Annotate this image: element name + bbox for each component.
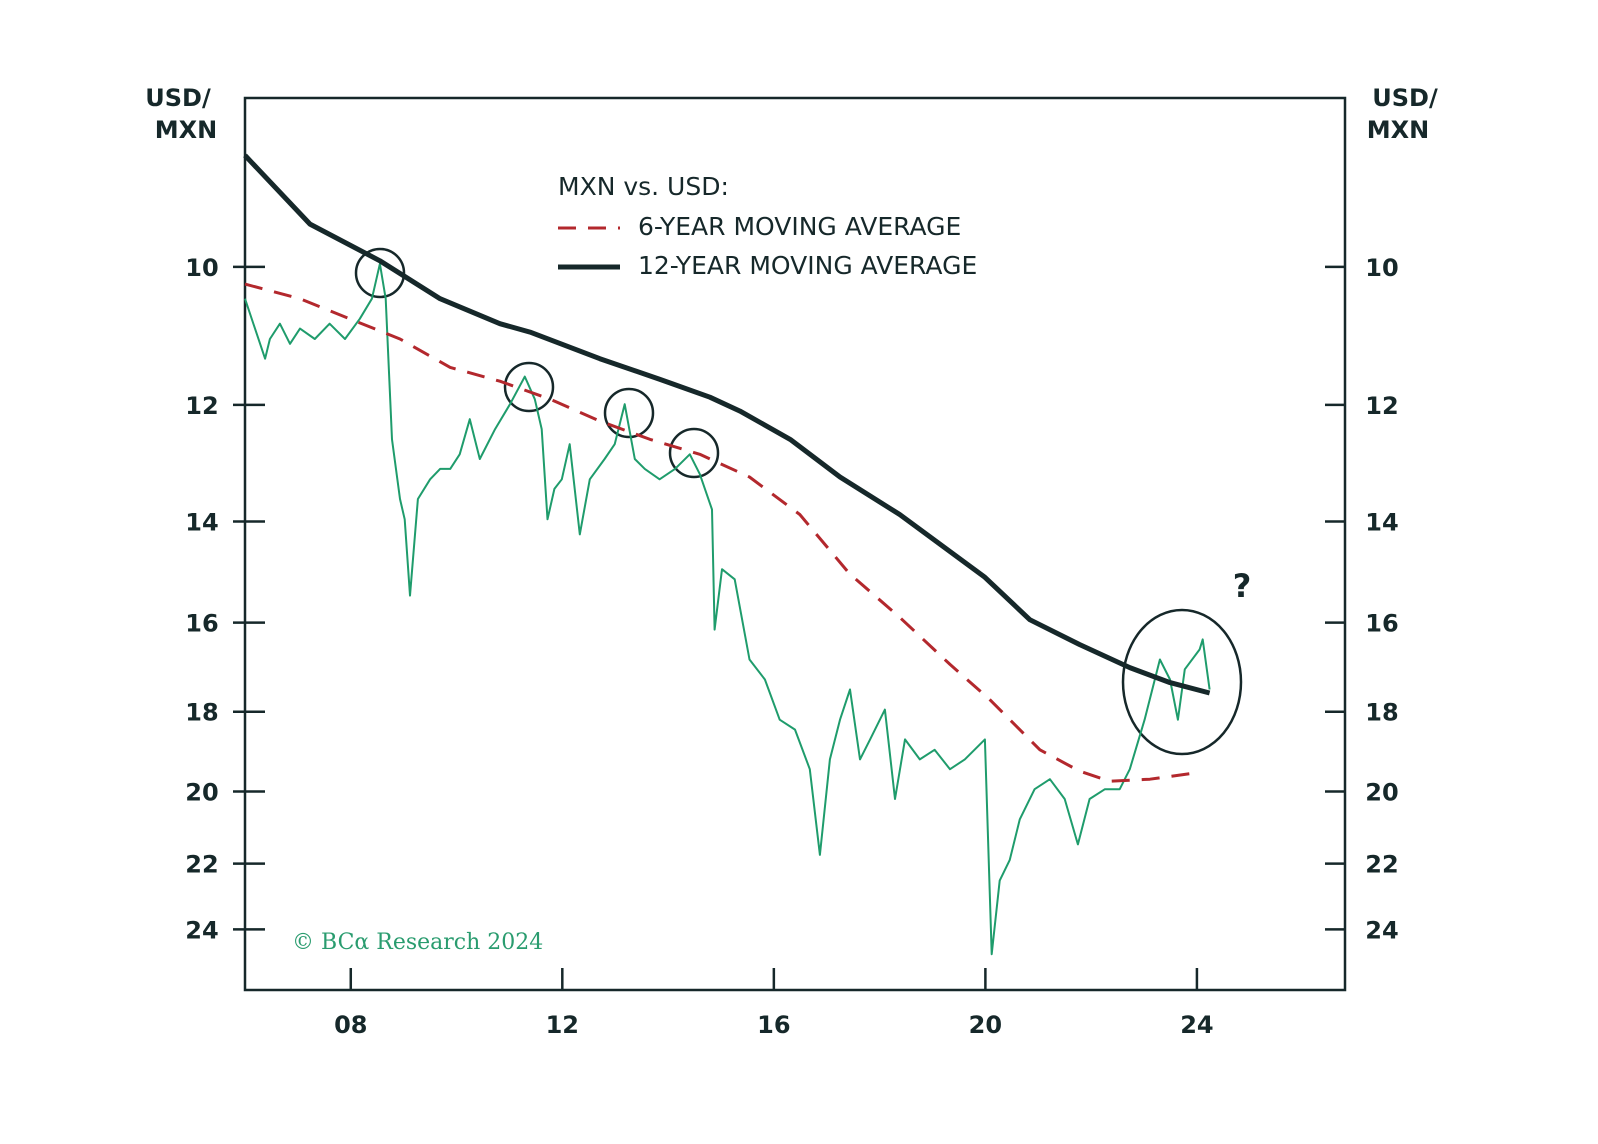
- x-tick-label: 16: [757, 1011, 790, 1039]
- series-line: [244, 282, 1200, 783]
- y2-tick-label: 14: [1365, 509, 1398, 537]
- plot-frame: [243, 96, 1347, 992]
- circle: [1121, 608, 1243, 756]
- y-tick-label: 14: [185, 509, 218, 537]
- y2-tick-label: 16: [1365, 610, 1398, 638]
- circle: [668, 427, 720, 479]
- series-line: [244, 262, 1211, 956]
- y-label: MXN: [155, 116, 217, 144]
- y2-label: USD/: [1372, 84, 1438, 112]
- circle: [603, 387, 655, 439]
- legend-label: 6-YEAR MOVING AVERAGE: [638, 212, 961, 241]
- x-tick-label: 20: [969, 1011, 1002, 1039]
- annotation: ?: [1233, 567, 1252, 605]
- source: © BCα Research 2024: [292, 930, 543, 955]
- y-tick-label: 10: [185, 254, 218, 282]
- y-tick-label: 22: [185, 851, 218, 879]
- y-tick-label: 18: [185, 699, 218, 727]
- legend-label: 12-YEAR MOVING AVERAGE: [638, 251, 977, 280]
- y-tick-label: 24: [185, 916, 218, 944]
- y-label: USD/: [145, 84, 211, 112]
- y2-tick-label: 22: [1365, 851, 1398, 879]
- circle: [354, 247, 406, 299]
- y2-tick-label: 24: [1365, 916, 1398, 944]
- y-tick-label: 16: [185, 610, 218, 638]
- x-tick-label: 12: [546, 1011, 579, 1039]
- y-tick-label: 20: [185, 778, 218, 806]
- legend-title: MXN vs. USD:: [558, 172, 729, 201]
- y2-label: MXN: [1367, 116, 1429, 144]
- y2-tick-label: 12: [1365, 392, 1398, 420]
- highlight-circles: [354, 247, 1243, 756]
- series-line: [243, 153, 1211, 696]
- x-tick-label: 08: [334, 1011, 367, 1039]
- circle: [503, 361, 555, 413]
- y-tick-label: 12: [185, 392, 218, 420]
- y2-tick-label: 20: [1365, 778, 1398, 806]
- y2-tick-label: 10: [1365, 254, 1398, 282]
- x-tick-label: 24: [1180, 1011, 1213, 1039]
- y2-tick-label: 18: [1365, 699, 1398, 727]
